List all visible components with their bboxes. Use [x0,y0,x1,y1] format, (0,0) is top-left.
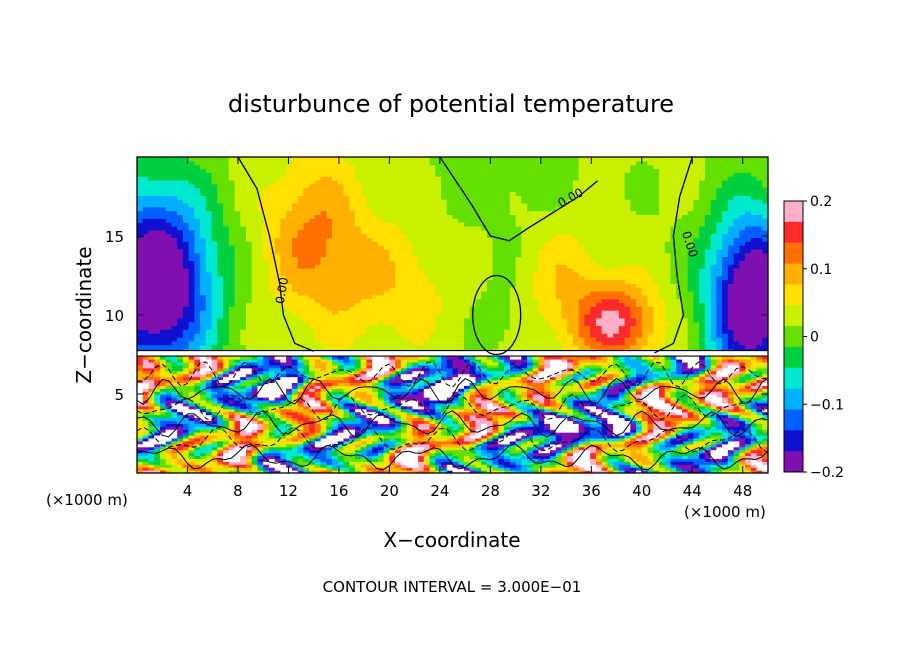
x-tick-label: 20 [380,482,399,500]
colorbar-swatch [784,409,803,431]
colorbar-swatch [784,263,803,285]
contour-zero-top [439,157,599,242]
colorbar-swatch [784,367,803,390]
interface-band [137,350,768,357]
x-tick-label: 8 [233,482,243,500]
y-axis-unit: (×1000 m) [46,491,128,509]
colorbar-swatch [784,451,803,473]
y-tick-label: 15 [105,228,124,246]
contour-zero-left [237,157,314,352]
y-tick-label: 5 [114,386,124,404]
x-tick-label: 48 [733,482,752,500]
colorbar-tick-label: −0.2 [810,465,844,481]
colorbar-tick-label: −0.1 [810,397,844,413]
temperature-field [137,157,768,473]
x-tick-label: 40 [632,482,651,500]
x-tick-label: 24 [430,482,449,500]
x-tick-label: 12 [279,482,298,500]
contour-lower-1 [137,426,768,454]
chart-title: disturbunce of potential temperature [228,90,674,118]
x-axis-label: X−coordinate [383,528,520,552]
colorbar-swatch [784,284,803,306]
contour-zero-right [654,157,693,354]
colorbar: 0.2 0.1 0 −0.1 −0.2 [783,194,844,481]
contour-lower-2 [137,410,768,438]
colorbar-swatch [784,201,803,223]
colorbar-tick-label: 0.2 [810,194,832,210]
x-tick-label: 16 [329,482,348,500]
y-axis-ticks: 5 10 15 [105,228,768,404]
x-tick-label: 4 [183,482,193,500]
x-tick-label: 32 [531,482,550,500]
x-axis-unit: (×1000 m) [684,503,766,521]
colorbar-swatch [784,305,803,327]
contour-lower-5 [137,361,768,389]
colorbar-tick-label: 0 [810,330,819,346]
colorbar-tick-label: 0.1 [810,262,832,278]
x-tick-label: 28 [481,482,500,500]
contour-label: 0.00 [273,276,291,305]
x-axis-ticks: 4 8 12 16 20 24 28 32 36 40 44 48 [183,157,752,500]
y-tick-label: 10 [105,307,124,325]
contour-zero-bubble [472,274,522,356]
colorbar-swatch [784,221,803,244]
colorbar-swatch [784,430,803,452]
contour-lower-3 [137,393,768,421]
x-tick-label: 44 [683,482,702,500]
colorbar-swatch [784,346,803,369]
contour-interval-footnote: CONTOUR INTERVAL = 3.000E−01 [323,578,582,596]
colorbar-swatch [784,388,803,410]
contour-lower-0 [137,443,768,471]
colorbar-swatch [784,242,803,265]
contour-lower-4 [137,377,768,405]
colorbar-swatch [784,326,803,348]
x-tick-label: 36 [582,482,601,500]
y-axis-label: Z−coordinate [72,246,96,383]
